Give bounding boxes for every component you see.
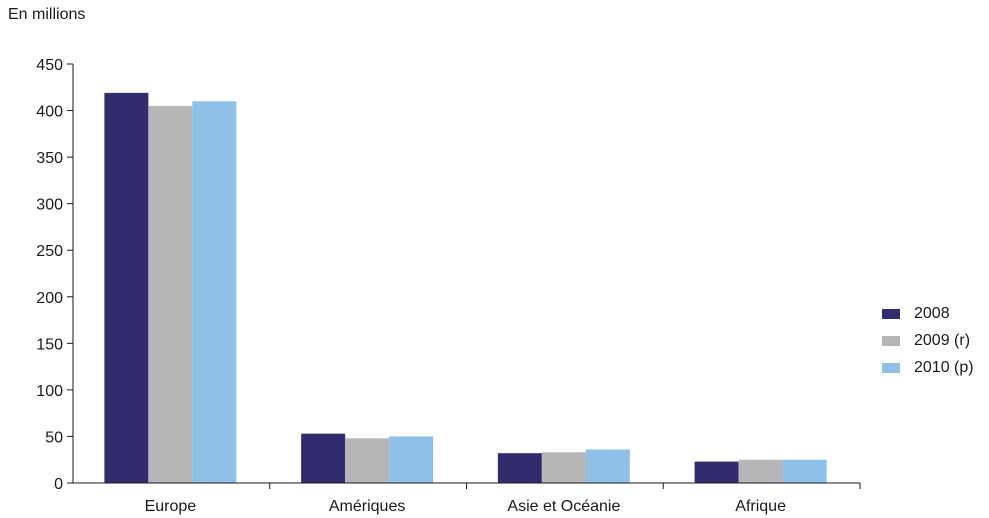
x-tick-label: Asie et Océanie bbox=[507, 498, 620, 515]
legend-swatch bbox=[882, 335, 900, 346]
bar bbox=[104, 92, 149, 483]
bar bbox=[782, 459, 827, 483]
legend-label: 2009 (r) bbox=[914, 331, 971, 349]
legend-item-2010: 2010 (p) bbox=[882, 354, 974, 381]
legend-item-2009: 2009 (r) bbox=[882, 327, 974, 354]
legend-label: 2008 bbox=[914, 304, 950, 322]
bar bbox=[694, 461, 739, 483]
legend-swatch bbox=[882, 308, 900, 319]
x-tick-label: Amériques bbox=[329, 498, 405, 515]
legend: 2008 2009 (r) 2010 (p) bbox=[882, 300, 974, 381]
bar bbox=[585, 449, 630, 483]
bar bbox=[345, 438, 390, 483]
y-tick-label: 300 bbox=[36, 197, 63, 214]
y-tick-label: 50 bbox=[45, 429, 63, 446]
x-tick-label: Afrique bbox=[735, 498, 786, 515]
bar bbox=[148, 105, 193, 484]
y-tick-label: 450 bbox=[36, 57, 63, 74]
y-tick-label: 150 bbox=[36, 336, 63, 353]
bar bbox=[389, 436, 434, 483]
bars bbox=[104, 92, 827, 484]
y-tick-label: 200 bbox=[36, 290, 63, 307]
x-axis: Europe Amériques Asie et Océanie Afrique bbox=[73, 482, 861, 515]
y-tick-label: 250 bbox=[36, 243, 63, 260]
legend-swatch bbox=[882, 362, 900, 373]
y-tick-label: 400 bbox=[36, 104, 63, 121]
bar bbox=[497, 453, 542, 483]
bar bbox=[738, 459, 783, 483]
bar bbox=[301, 433, 346, 483]
y-tick-label: 350 bbox=[36, 150, 63, 167]
x-tick-label: Europe bbox=[145, 498, 197, 515]
bar bbox=[192, 101, 237, 483]
legend-label: 2010 (p) bbox=[914, 358, 974, 376]
y-tick-label: 100 bbox=[36, 383, 63, 400]
bar bbox=[541, 452, 586, 483]
legend-item-2008: 2008 bbox=[882, 300, 974, 327]
y-axis-unit-label: En millions bbox=[8, 6, 86, 23]
y-axis: 0 50 100 150 200 250 300 350 400 450 bbox=[36, 57, 74, 493]
y-tick-label: 0 bbox=[54, 476, 63, 493]
